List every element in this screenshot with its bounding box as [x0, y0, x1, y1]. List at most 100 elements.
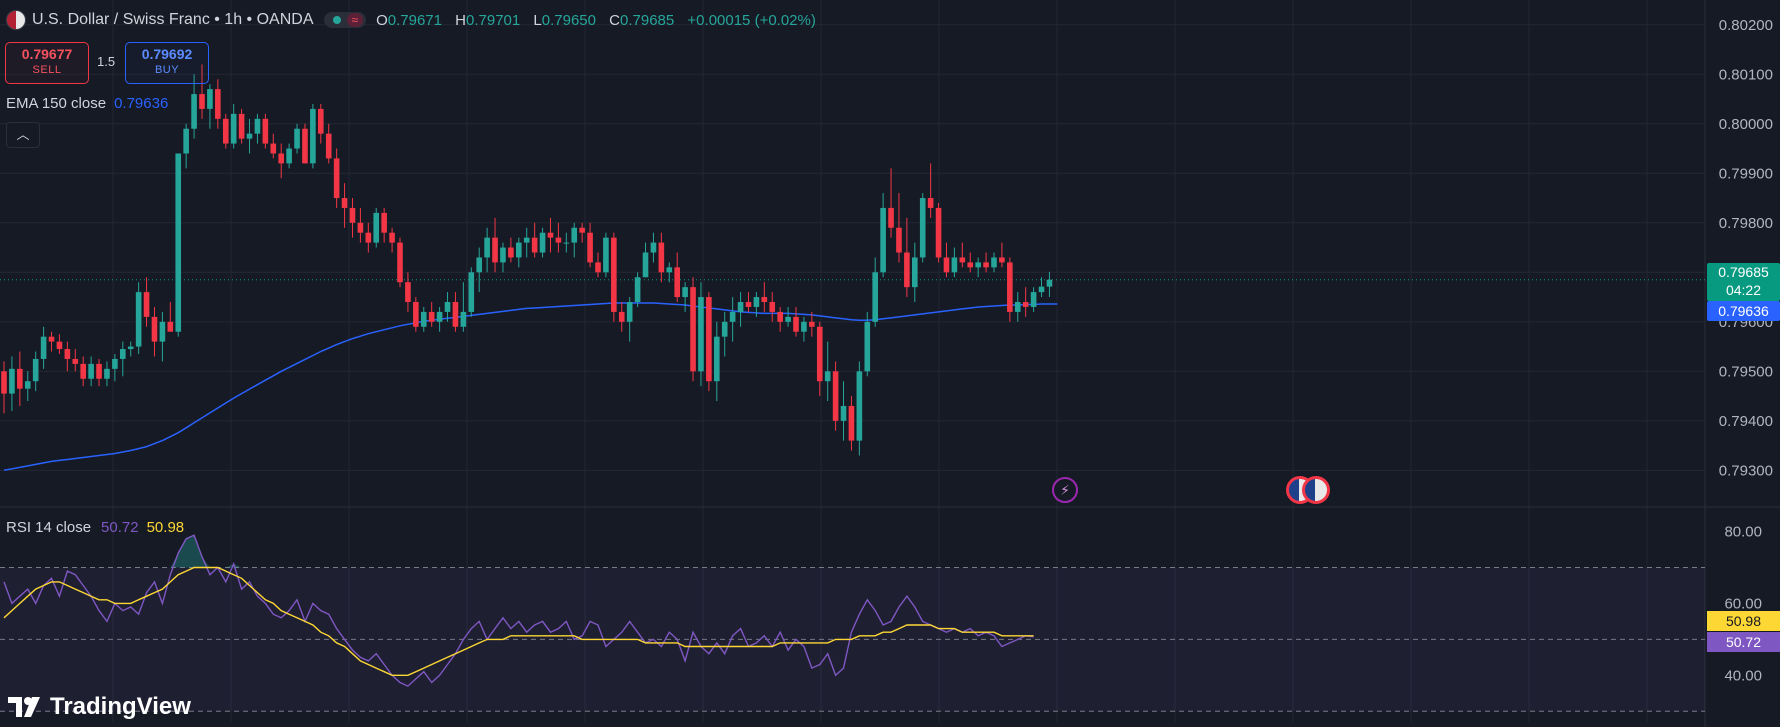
rsi-line: [3, 534, 1034, 687]
candle-body: [753, 297, 760, 307]
candle-body: [809, 321, 815, 327]
candle-body: [737, 302, 744, 312]
candle-body: [492, 237, 498, 263]
candle-body: [975, 262, 981, 268]
candle-body: [1030, 292, 1037, 307]
buy-label: BUY: [154, 64, 180, 76]
candle: [975, 257, 981, 278]
candle-body: [104, 368, 110, 379]
lightning-event-icon[interactable]: ⚡: [1052, 477, 1078, 503]
us-economic-event-icon[interactable]: [1302, 476, 1330, 504]
candle-body: [777, 311, 783, 322]
candle-body: [151, 316, 158, 342]
candle-body: [72, 358, 79, 364]
ema-layer: [3, 302, 1058, 472]
candle: [40, 326, 47, 369]
candle-body: [824, 371, 831, 382]
candle: [127, 341, 134, 357]
candle: [547, 217, 554, 253]
candle: [492, 217, 498, 273]
candle-body: [912, 257, 918, 288]
candle-body: [302, 128, 308, 164]
candle: [215, 79, 221, 129]
candle-body: [595, 262, 601, 273]
candle-body: [793, 316, 799, 332]
candle-body: [801, 321, 807, 332]
candle: [175, 153, 182, 337]
candle: [927, 163, 934, 218]
candle-body: [611, 237, 617, 312]
candle-body: [856, 371, 863, 441]
symbol-title[interactable]: U.S. Dollar / Swiss Franc • 1h • OANDA: [32, 11, 314, 28]
rsi-axis[interactable]: 80.00 60.00 40.00: [1724, 524, 1762, 685]
candle-body: [539, 232, 546, 253]
candle-body: [714, 336, 720, 382]
candle: [761, 282, 768, 312]
sell-button[interactable]: 0.79677 SELL: [5, 42, 89, 84]
ohlc-high-value: 0.79701: [466, 11, 521, 29]
candle-body: [278, 153, 284, 164]
tradingview-logo-icon: [8, 697, 40, 717]
spread-value: 1.5: [97, 54, 116, 69]
collapse-legend-button[interactable]: ︿: [6, 122, 40, 148]
candle-body: [476, 257, 482, 273]
candle-body: [1, 371, 7, 394]
candle: [658, 232, 665, 283]
candle-body: [120, 349, 126, 359]
candle-body: [563, 242, 570, 244]
candle-body: [872, 272, 878, 322]
candle-body: [254, 118, 261, 134]
tradingview-logo[interactable]: TradingView: [8, 693, 191, 721]
candle-body: [175, 153, 182, 332]
candle: [919, 193, 926, 263]
candle-body: [500, 247, 506, 263]
candle: [17, 351, 23, 406]
candle-body: [618, 311, 625, 322]
ohlc-close-key: C: [609, 11, 621, 29]
candle: [262, 113, 269, 149]
candle-body: [32, 358, 39, 382]
candle: [286, 143, 292, 169]
rsi-tick-label: 80.00: [1724, 524, 1762, 541]
candle-body: [967, 262, 974, 268]
candle: [222, 113, 229, 149]
candle-body: [468, 272, 475, 312]
candle: [896, 193, 902, 263]
candle: [801, 316, 807, 342]
candle-body: [222, 118, 229, 144]
last-price-value: 0.79685: [1718, 264, 1769, 280]
candle-body: [634, 277, 641, 303]
candle: [1014, 292, 1021, 322]
candle-body: [896, 227, 902, 253]
last-price-label: 0.79685 04:22: [1707, 263, 1780, 301]
price-tick-label: 0.80000: [1719, 116, 1773, 133]
candle: [468, 267, 475, 317]
rsi-legend[interactable]: RSI 14 close 50.72 50.98: [6, 519, 184, 536]
candle: [531, 222, 538, 258]
candle: [112, 353, 118, 382]
candle-body: [112, 358, 118, 369]
candle-body: [904, 252, 910, 288]
candle-body: [650, 242, 657, 253]
candle: [777, 306, 783, 332]
candle-body: [80, 363, 86, 379]
rsi-legend-label: RSI 14 close: [6, 519, 92, 536]
candle: [135, 282, 142, 354]
candle: [832, 361, 839, 431]
candle-body: [484, 237, 490, 258]
candle-body: [840, 405, 847, 421]
candle: [270, 133, 277, 159]
ema-legend[interactable]: EMA 150 close 0.79636: [6, 95, 168, 112]
candle-body: [729, 311, 736, 322]
buy-button[interactable]: 0.79692 BUY: [125, 42, 209, 84]
candle: [1030, 287, 1037, 312]
bar-countdown: 04:22: [1725, 282, 1762, 298]
candle: [793, 306, 799, 337]
candle: [349, 198, 356, 238]
candle: [880, 193, 886, 278]
market-status[interactable]: ≈: [323, 12, 367, 28]
candle: [737, 292, 744, 327]
price-tick-label: 0.79900: [1719, 165, 1773, 182]
candle: [729, 297, 736, 342]
